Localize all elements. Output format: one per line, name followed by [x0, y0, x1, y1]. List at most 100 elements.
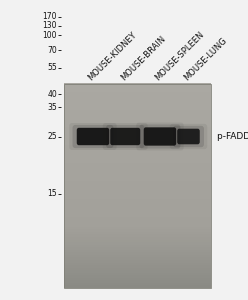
Bar — [64, 218, 211, 222]
Text: MOUSE-LUNG: MOUSE-LUNG — [182, 36, 229, 82]
FancyBboxPatch shape — [103, 123, 148, 150]
Bar — [64, 201, 211, 204]
Text: MOUSE-KIDNEY: MOUSE-KIDNEY — [87, 30, 139, 82]
Bar — [64, 272, 211, 275]
Bar — [64, 257, 211, 260]
Bar — [64, 96, 211, 99]
Text: 40: 40 — [47, 90, 57, 99]
Bar — [64, 112, 211, 115]
Bar — [64, 106, 211, 110]
Text: 130: 130 — [43, 21, 57, 30]
Bar — [64, 285, 211, 288]
FancyBboxPatch shape — [106, 125, 144, 148]
FancyBboxPatch shape — [173, 126, 204, 147]
Bar — [64, 152, 211, 155]
Text: 15: 15 — [47, 189, 57, 198]
Bar — [64, 188, 211, 191]
FancyBboxPatch shape — [69, 123, 117, 150]
Bar — [64, 183, 211, 186]
Bar — [64, 216, 211, 219]
Bar — [64, 193, 211, 196]
FancyBboxPatch shape — [144, 127, 176, 146]
Bar — [64, 198, 211, 201]
Text: 35: 35 — [47, 103, 57, 112]
Bar — [64, 267, 211, 270]
Bar — [64, 190, 211, 194]
Bar — [64, 114, 211, 117]
Text: 25: 25 — [47, 132, 57, 141]
Bar — [64, 83, 211, 86]
Bar — [64, 236, 211, 239]
Bar — [64, 269, 211, 273]
Bar — [64, 280, 211, 283]
Bar — [64, 94, 211, 97]
Bar — [64, 226, 211, 229]
Bar — [64, 84, 211, 288]
Bar — [64, 214, 211, 217]
Bar — [64, 173, 211, 176]
Bar — [64, 185, 211, 189]
Bar — [64, 211, 211, 214]
Bar — [64, 132, 211, 135]
FancyBboxPatch shape — [139, 124, 181, 148]
Bar — [64, 101, 211, 104]
Bar — [64, 244, 211, 247]
FancyBboxPatch shape — [136, 122, 184, 150]
Text: 70: 70 — [47, 46, 57, 55]
Bar — [64, 109, 211, 112]
Bar — [64, 122, 211, 125]
Bar — [64, 275, 211, 278]
Bar — [64, 104, 211, 107]
Bar — [64, 150, 211, 153]
Bar — [64, 221, 211, 224]
Bar — [64, 124, 211, 127]
Bar — [64, 242, 211, 245]
FancyBboxPatch shape — [72, 125, 114, 148]
Bar — [64, 140, 211, 143]
Bar — [64, 142, 211, 145]
Bar — [64, 137, 211, 140]
Bar — [64, 265, 211, 268]
FancyBboxPatch shape — [110, 128, 140, 145]
Bar — [64, 129, 211, 132]
Text: 170: 170 — [43, 12, 57, 21]
Bar — [64, 224, 211, 227]
Bar — [64, 231, 211, 235]
Text: MOUSE-SPLEEN: MOUSE-SPLEEN — [154, 30, 206, 82]
Bar — [64, 145, 211, 148]
Text: 55: 55 — [47, 63, 57, 72]
Bar — [64, 282, 211, 286]
Bar — [64, 91, 211, 94]
Bar — [64, 252, 211, 255]
Bar — [64, 180, 211, 184]
Bar — [64, 208, 211, 212]
Bar — [64, 175, 211, 178]
FancyBboxPatch shape — [77, 128, 109, 145]
Text: MOUSE-BRAIN: MOUSE-BRAIN — [119, 34, 167, 83]
Bar — [64, 163, 211, 166]
Bar — [64, 170, 211, 173]
Bar — [64, 147, 211, 150]
Bar — [64, 127, 211, 130]
FancyBboxPatch shape — [170, 124, 207, 149]
Bar — [64, 259, 211, 262]
Bar — [64, 249, 211, 252]
Text: 100: 100 — [43, 31, 57, 40]
Bar — [64, 277, 211, 280]
Bar — [64, 167, 211, 171]
Bar — [64, 99, 211, 102]
Bar — [64, 155, 211, 158]
Bar — [64, 134, 211, 137]
Bar — [64, 196, 211, 199]
Bar — [64, 160, 211, 163]
Bar — [64, 234, 211, 237]
Bar — [64, 178, 211, 181]
Bar — [64, 203, 211, 206]
FancyBboxPatch shape — [177, 129, 200, 144]
Bar — [64, 239, 211, 242]
Bar — [64, 117, 211, 120]
Bar — [64, 254, 211, 257]
Bar — [64, 262, 211, 265]
Bar — [64, 165, 211, 168]
Bar — [64, 247, 211, 250]
